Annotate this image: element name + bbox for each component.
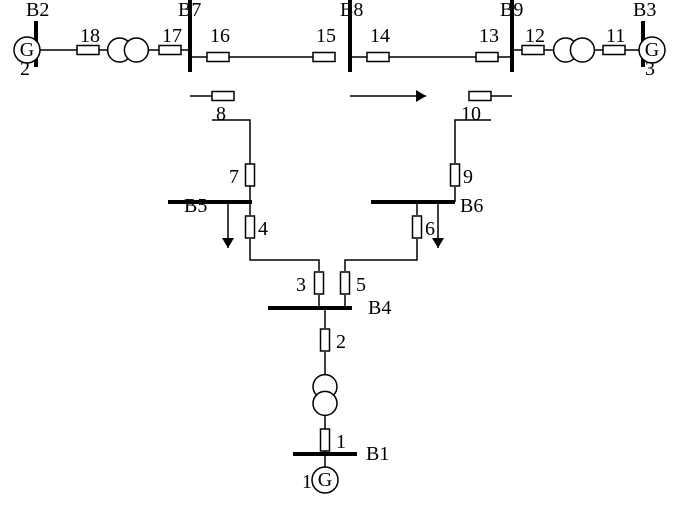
svg-text:7: 7 bbox=[229, 166, 239, 188]
svg-text:B1: B1 bbox=[366, 443, 389, 465]
svg-text:3: 3 bbox=[296, 274, 306, 296]
breaker-7 bbox=[246, 164, 255, 186]
wire bbox=[455, 120, 491, 163]
svg-text:B3: B3 bbox=[633, 0, 656, 21]
svg-text:5: 5 bbox=[356, 274, 366, 296]
svg-text:B7: B7 bbox=[178, 0, 201, 21]
breaker-8 bbox=[212, 92, 234, 101]
breaker-5 bbox=[341, 272, 350, 294]
svg-text:18: 18 bbox=[80, 25, 100, 47]
breaker-3 bbox=[315, 272, 324, 294]
transformer-T2 bbox=[108, 38, 149, 62]
wire bbox=[212, 120, 250, 202]
svg-text:1: 1 bbox=[302, 471, 312, 493]
breaker-1 bbox=[321, 429, 330, 451]
svg-text:8: 8 bbox=[216, 103, 226, 125]
breaker-4 bbox=[246, 216, 255, 238]
svg-text:9: 9 bbox=[463, 166, 473, 188]
svg-text:10: 10 bbox=[461, 103, 481, 125]
svg-text:14: 14 bbox=[370, 25, 390, 47]
svg-text:B2: B2 bbox=[26, 0, 49, 21]
arrow-head bbox=[432, 238, 444, 248]
breaker-9 bbox=[451, 164, 460, 186]
svg-text:13: 13 bbox=[479, 25, 499, 47]
svg-text:2: 2 bbox=[336, 331, 346, 353]
arrow-head bbox=[416, 90, 426, 102]
arrow-head bbox=[222, 238, 234, 248]
wire bbox=[345, 239, 417, 271]
wire bbox=[250, 239, 319, 271]
breaker-16 bbox=[207, 53, 229, 62]
transformer-T1 bbox=[313, 375, 337, 416]
breaker-2 bbox=[321, 329, 330, 351]
svg-text:2: 2 bbox=[20, 58, 30, 80]
svg-text:4: 4 bbox=[258, 218, 268, 240]
breaker-13 bbox=[476, 53, 498, 62]
generator-G1: G bbox=[312, 467, 338, 493]
breaker-6 bbox=[413, 216, 422, 238]
svg-text:12: 12 bbox=[525, 25, 545, 47]
svg-text:B5: B5 bbox=[184, 195, 207, 217]
svg-text:6: 6 bbox=[425, 218, 435, 240]
svg-text:17: 17 bbox=[162, 25, 182, 47]
svg-text:1: 1 bbox=[336, 431, 346, 453]
breaker-15 bbox=[313, 53, 335, 62]
svg-text:G: G bbox=[318, 469, 332, 491]
svg-text:B4: B4 bbox=[368, 297, 391, 319]
svg-text:11: 11 bbox=[606, 25, 625, 47]
breaker-14 bbox=[367, 53, 389, 62]
svg-text:B6: B6 bbox=[460, 195, 483, 217]
svg-text:15: 15 bbox=[316, 25, 336, 47]
svg-text:16: 16 bbox=[210, 25, 230, 47]
svg-text:B8: B8 bbox=[340, 0, 363, 21]
breaker-10 bbox=[469, 92, 491, 101]
svg-text:3: 3 bbox=[645, 58, 655, 80]
svg-text:B9: B9 bbox=[500, 0, 523, 21]
transformer-T3 bbox=[554, 38, 595, 62]
